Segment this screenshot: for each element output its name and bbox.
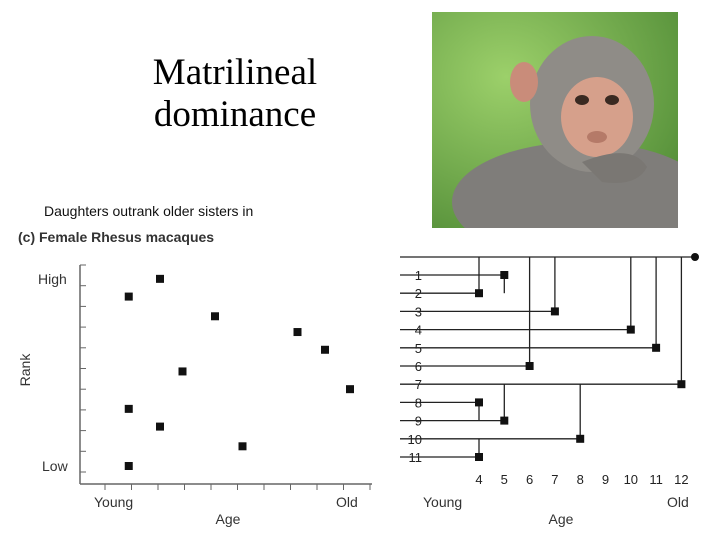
- tree-age-label: 8: [577, 472, 584, 487]
- tree-node: [626, 325, 635, 334]
- title-line-2: dominance: [153, 94, 317, 135]
- scatter-point: [178, 367, 187, 376]
- tree-node: [475, 289, 483, 298]
- tree-rank-label: 10: [408, 432, 422, 447]
- x-axis-title: Age: [216, 511, 241, 527]
- scatter-point: [124, 292, 133, 301]
- tree-rank-label: 7: [415, 377, 422, 392]
- y-low-label: Low: [42, 458, 69, 474]
- tree-young-label: Young: [423, 494, 462, 510]
- scatter-point: [124, 404, 133, 413]
- title-line-1: Matrilineal: [152, 52, 318, 93]
- y-axis-title: Rank: [17, 353, 33, 387]
- tree-age-label: 6: [526, 472, 533, 487]
- tree-rank-label: 3: [415, 304, 422, 319]
- tree-node: [525, 362, 534, 370]
- tree-rank-label: 4: [415, 323, 422, 338]
- scatter-point: [156, 422, 164, 431]
- scatter-point: [321, 345, 329, 354]
- tree-age-label: 9: [602, 472, 609, 487]
- tree-rank-label: 8: [415, 395, 422, 410]
- x-young-label: Young: [94, 494, 133, 510]
- x-old-label: Old: [336, 494, 358, 510]
- rank-age-scatter-chart: High Low Rank Young Old Age: [17, 264, 372, 527]
- tree-node: [652, 343, 661, 352]
- tree-node: [576, 434, 585, 443]
- tree-age-label: 10: [624, 472, 638, 487]
- scatter-point: [238, 442, 247, 451]
- tree-rank-label: 9: [415, 414, 422, 429]
- scatter-point: [211, 312, 219, 321]
- scatter-point: [156, 274, 164, 283]
- y-high-label: High: [38, 271, 67, 287]
- tree-node: [475, 453, 483, 461]
- caption: Daughters outrank older sisters in: [44, 203, 254, 219]
- tree-node: [677, 380, 686, 389]
- tree-x-axis-title: Age: [549, 511, 574, 527]
- tree-age-label: 11: [649, 472, 663, 487]
- tree-age-label: 7: [551, 472, 558, 487]
- tree-node: [475, 398, 483, 407]
- tree-rank-label: 11: [409, 450, 423, 465]
- tree-node: [500, 271, 509, 279]
- figure-label: (c) Female Rhesus macaques: [18, 229, 215, 245]
- tree-node: [500, 416, 509, 425]
- rhesus-macaque-photo: [432, 12, 678, 228]
- tree-rank-label: 6: [415, 359, 422, 374]
- tree-old-label: Old: [667, 494, 689, 510]
- tree-rank-label: 5: [415, 341, 422, 356]
- tree-rank-label: 1: [415, 268, 422, 283]
- tree-node: [550, 307, 559, 316]
- tree-rank-label: 2: [415, 286, 422, 301]
- tree-root-node: [691, 253, 699, 261]
- scatter-point: [346, 385, 354, 394]
- page-title: Matrilineal dominance: [120, 52, 350, 136]
- scatter-point: [293, 328, 302, 337]
- tree-age-label: 12: [674, 472, 688, 487]
- tree-age-label: 4: [475, 472, 482, 487]
- scatter-point: [124, 462, 133, 470]
- tree-age-label: 5: [501, 472, 508, 487]
